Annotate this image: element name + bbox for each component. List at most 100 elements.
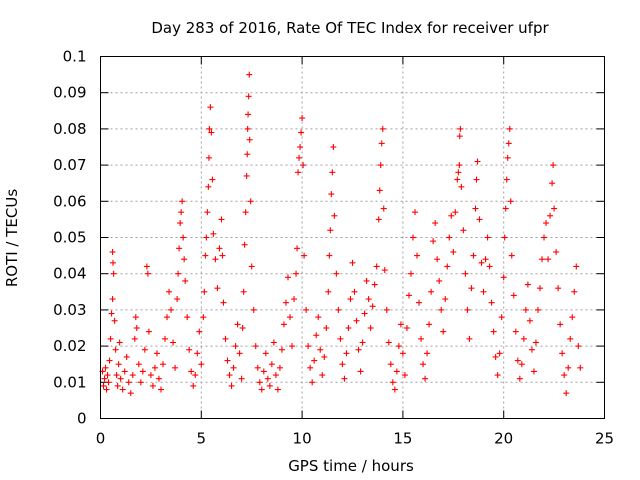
- data-point: [395, 343, 402, 350]
- data-point: [190, 382, 197, 389]
- data-point: [442, 296, 449, 303]
- data-point: [242, 209, 249, 216]
- data-point: [145, 328, 152, 335]
- data-point: [219, 252, 226, 259]
- chart-title: Day 283 of 2016, Rate Of TEC Index for r…: [151, 19, 549, 37]
- data-point: [480, 288, 487, 295]
- data-point: [478, 259, 485, 266]
- data-point: [365, 296, 372, 303]
- data-point: [222, 335, 229, 342]
- data-point: [157, 386, 164, 393]
- data-point: [373, 263, 380, 270]
- data-point: [262, 350, 269, 357]
- data-point: [430, 238, 437, 245]
- data-point: [151, 364, 158, 371]
- data-point: [108, 310, 115, 317]
- data-point: [452, 209, 459, 216]
- data-point: [577, 364, 584, 371]
- data-point: [518, 361, 525, 368]
- data-point: [307, 364, 314, 371]
- data-point: [345, 325, 352, 331]
- data-point: [317, 346, 324, 353]
- data-point: [456, 162, 463, 169]
- data-point: [569, 314, 576, 321]
- data-point: [254, 364, 261, 371]
- data-point: [270, 339, 277, 346]
- data-point: [111, 317, 118, 324]
- data-point: [376, 187, 383, 194]
- data-point: [208, 129, 215, 136]
- data-point: [426, 321, 433, 328]
- data-point: [490, 328, 497, 335]
- data-point: [458, 183, 465, 190]
- x-tick-label: 10: [293, 430, 312, 448]
- data-point: [474, 158, 481, 165]
- data-point: [132, 314, 139, 321]
- data-point: [280, 321, 287, 328]
- data-point: [524, 281, 531, 288]
- data-point: [315, 314, 322, 321]
- data-point: [303, 306, 310, 313]
- data-point: [486, 263, 493, 270]
- data-point: [239, 325, 246, 331]
- data-point: [500, 274, 507, 281]
- data-point: [516, 375, 523, 382]
- data-point: [144, 270, 151, 277]
- data-point: [401, 372, 408, 379]
- data-point: [135, 361, 142, 368]
- data-point: [272, 372, 279, 379]
- data-point: [456, 133, 463, 140]
- data-point: [526, 317, 533, 324]
- data-point: [105, 379, 112, 386]
- data-point: [127, 390, 134, 397]
- data-point: [492, 353, 499, 360]
- data-point: [349, 259, 356, 266]
- data-point: [203, 234, 210, 241]
- data-point: [563, 390, 570, 397]
- data-point: [545, 256, 552, 263]
- data-point: [129, 372, 136, 379]
- data-point: [466, 335, 473, 342]
- data-point: [347, 296, 354, 303]
- data-point: [212, 256, 219, 263]
- data-point: [232, 343, 239, 350]
- data-point: [448, 212, 455, 219]
- x-tick-label: 20: [494, 430, 513, 448]
- y-tick-label: 0.05: [53, 229, 86, 247]
- data-point: [512, 328, 519, 335]
- data-point: [321, 353, 328, 360]
- data-point: [436, 277, 443, 284]
- data-point: [248, 263, 255, 270]
- data-point: [178, 209, 185, 216]
- data-point: [103, 386, 110, 393]
- data-point: [389, 379, 396, 386]
- data-point: [298, 129, 305, 136]
- data-points: [99, 71, 584, 397]
- data-point: [539, 256, 546, 263]
- data-point: [438, 306, 445, 313]
- data-point: [159, 361, 166, 368]
- data-point: [522, 306, 529, 313]
- data-point: [155, 375, 162, 382]
- data-point: [284, 274, 291, 281]
- data-point: [244, 125, 251, 132]
- data-point: [488, 299, 495, 306]
- data-point: [133, 325, 140, 331]
- data-point: [328, 191, 335, 198]
- data-point: [137, 379, 144, 386]
- data-point: [109, 296, 116, 303]
- data-point: [503, 176, 510, 183]
- data-point: [409, 234, 416, 241]
- data-point: [397, 321, 404, 328]
- data-point: [102, 364, 109, 371]
- data-point: [100, 382, 107, 389]
- data-point: [444, 263, 451, 270]
- data-point: [266, 382, 273, 389]
- data-point: [399, 350, 406, 357]
- data-point: [434, 256, 441, 263]
- data-point: [357, 368, 364, 375]
- data-point: [505, 140, 512, 147]
- data-point: [462, 270, 469, 277]
- data-point: [337, 335, 344, 342]
